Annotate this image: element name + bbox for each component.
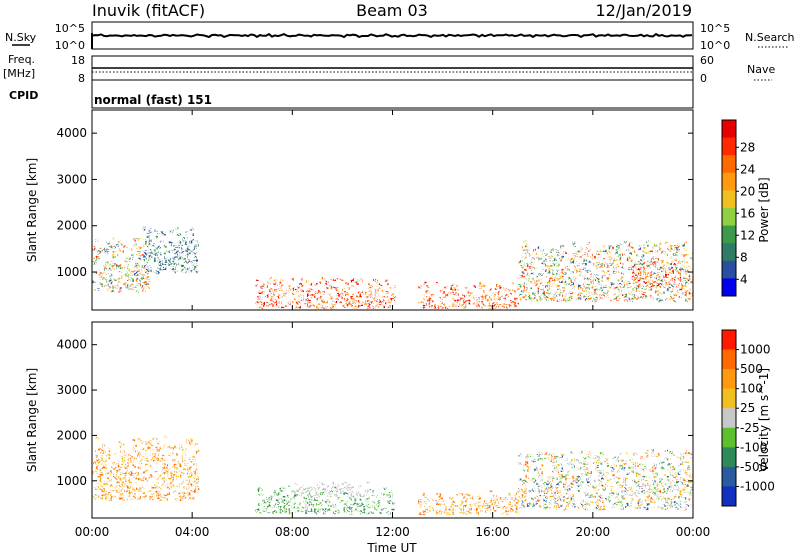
velocity-colorbar-tick: 1000 <box>740 343 771 357</box>
power-colorbar-swatch <box>722 225 736 244</box>
x-tick-label: 16:00 <box>475 525 510 539</box>
velocity-colorbar-tick: 25 <box>740 401 755 415</box>
nsearch-tick-top: 10^5 <box>700 22 730 35</box>
x-tick-label: 04:00 <box>175 525 210 539</box>
power-y-tick-label: 3000 <box>56 172 87 186</box>
power-colorbar-label: Power [dB] <box>757 177 771 242</box>
power-y-tick-label: 1000 <box>56 265 87 279</box>
velocity-data <box>92 435 693 516</box>
power-y-tick-label: 2000 <box>56 219 87 233</box>
velocity-colorbar-swatch <box>722 408 736 429</box>
x-axis-label: Time UT <box>366 541 417 554</box>
velocity-colorbar-label: Velocity [m s^-1] <box>757 368 771 472</box>
nsky-panel: N.Sky 10^5 10^0 10^5 10^0 N.Search <box>5 21 795 52</box>
power-region <box>92 236 151 293</box>
velocity-colorbar-tick: -25 <box>740 421 760 435</box>
power-colorbar-tick: 28 <box>740 140 755 154</box>
power-colorbar-tick: 8 <box>740 250 748 264</box>
power-colorbar-swatch <box>722 208 736 227</box>
velocity-region <box>92 435 201 502</box>
velocity-colorbar-swatch <box>722 388 736 409</box>
velocity-colorbar-tick: -100 <box>740 440 767 454</box>
velocity-colorbar: 1000 500 100 25 -25 -100 -500 -1000 <box>721 329 775 507</box>
power-colorbar-tick: 20 <box>740 184 755 198</box>
nsearch-label: N.Search <box>745 31 795 44</box>
power-region <box>418 281 521 310</box>
power-colorbar: 28 24 20 16 12 8 4 <box>721 119 755 297</box>
freq-tick-top: 18 <box>71 54 85 67</box>
nsky-tick-bottom: 10^0 <box>55 39 85 52</box>
power-colorbar-swatch <box>722 190 736 209</box>
velocity-colorbar-swatch <box>722 330 736 351</box>
cpid-panel: CPID normal (fast) 151 <box>9 79 694 109</box>
power-colorbar-swatch <box>722 243 736 262</box>
velocity-colorbar-tick: -1000 <box>740 479 775 493</box>
nave-tick-top: 60 <box>700 54 714 67</box>
velocity-panel: 4000 3000 2000 1000 00:00 04:00 08:00 12:00 16:… <box>25 110 775 554</box>
freq-tick-bottom: 8 <box>78 72 85 85</box>
power-colorbar-swatch <box>722 172 736 191</box>
power-colorbar-swatch <box>722 137 736 156</box>
nave-label: Nave <box>747 63 775 76</box>
nave-tick-bottom: 0 <box>700 72 707 85</box>
x-tick-label: 08:00 <box>275 525 310 539</box>
nsearch-tick-bottom: 10^0 <box>700 39 730 52</box>
power-panel: 4000 3000 2000 1000 Slant Range [km] 28 24 20… <box>25 109 771 311</box>
velocity-colorbar-tick: 500 <box>740 362 763 376</box>
velocity-colorbar-swatch <box>722 427 736 448</box>
power-colorbar-swatch <box>722 278 736 297</box>
velocity-region <box>293 481 370 497</box>
velocity-colorbar-swatch <box>722 447 736 468</box>
velocity-y-tick-label: 3000 <box>56 383 87 397</box>
velocity-colorbar-swatch <box>722 369 736 390</box>
power-data <box>92 226 693 310</box>
x-tick-label: 00:00 <box>676 525 711 539</box>
power-colorbar-tick: 12 <box>740 228 755 242</box>
velocity-y-tick-label: 2000 <box>56 428 87 442</box>
velocity-colorbar-swatch <box>722 466 736 487</box>
power-colorbar-tick: 4 <box>740 272 748 286</box>
nsky-tick-top: 10^5 <box>55 22 85 35</box>
station-title: Inuvik (fitACF) <box>92 1 205 20</box>
beam-title: Beam 03 <box>356 1 428 20</box>
nsky-trace <box>91 32 693 39</box>
x-tick-label: 12:00 <box>375 525 410 539</box>
velocity-y-tick-label: 1000 <box>56 474 87 488</box>
velocity-colorbar-tick: -500 <box>740 460 767 474</box>
cpid-label: CPID <box>9 89 38 102</box>
x-tick-label: 00:00 <box>75 525 110 539</box>
power-colorbar-tick: 24 <box>740 162 755 176</box>
nsky-label: N.Sky <box>5 31 37 44</box>
velocity-region <box>517 449 693 511</box>
velocity-colorbar-tick: 100 <box>740 382 763 396</box>
power-y-axis-label: Slant Range [km] <box>25 158 39 262</box>
date-title: 12/Jan/2019 <box>595 1 692 20</box>
power-colorbar-swatch <box>722 260 736 279</box>
power-colorbar-tick: 16 <box>740 206 755 220</box>
power-region <box>517 240 693 303</box>
velocity-y-tick-label: 4000 <box>56 338 87 352</box>
velocity-colorbar-swatch <box>722 486 736 507</box>
cpid-text: normal (fast) 151 <box>94 93 212 107</box>
velocity-y-axis-label: Slant Range [km] <box>25 368 39 472</box>
velocity-region <box>418 490 520 516</box>
velocity-colorbar-swatch <box>722 349 736 370</box>
power-region <box>630 260 684 288</box>
power-region <box>255 277 396 310</box>
power-colorbar-swatch <box>722 120 736 139</box>
power-y-tick-label: 4000 <box>56 126 87 140</box>
power-colorbar-swatch <box>722 155 736 174</box>
velocity-region <box>255 485 396 515</box>
x-tick-label: 20:00 <box>576 525 611 539</box>
freq-label: Freq. <box>8 53 35 66</box>
power-region <box>142 226 199 275</box>
freq-unit-label: [MHz] <box>3 67 35 80</box>
